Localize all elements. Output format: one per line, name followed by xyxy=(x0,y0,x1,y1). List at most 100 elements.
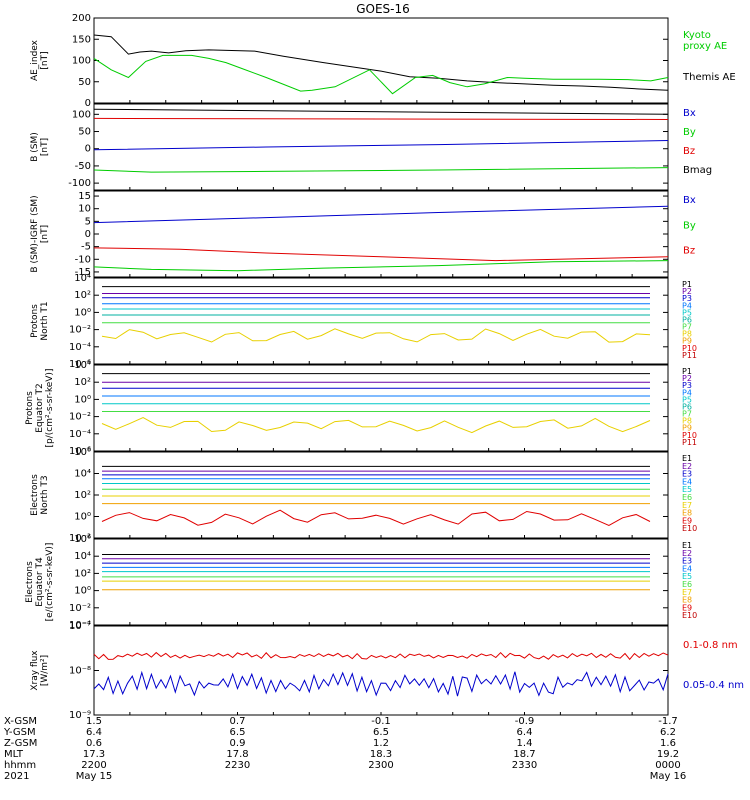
panel-ylabel: B (SM) xyxy=(30,132,40,162)
plot-title: GOES-16 xyxy=(356,2,410,16)
y-tick-label: 200 xyxy=(72,13,91,24)
axis-value: 0.9 xyxy=(230,738,246,749)
legend-item: E10 xyxy=(682,524,697,533)
y-tick-label: -100 xyxy=(68,178,91,189)
legend-item: E3 xyxy=(682,557,692,566)
panel-ylabel: North T1 xyxy=(40,301,50,340)
legend-item: proxy AE xyxy=(683,41,727,52)
xray-series xyxy=(93,651,669,661)
y-tick-label: 15 xyxy=(78,191,91,202)
panel-ylabel: [nT] xyxy=(40,225,50,243)
y-tick-label: 10⁰ xyxy=(74,512,91,523)
axis-value: May 15 xyxy=(76,771,113,782)
legend-item: P3 xyxy=(682,381,692,390)
legend-item: P9 xyxy=(682,337,692,346)
axis-value: 2300 xyxy=(368,760,393,771)
axis-row-label: X-GSM xyxy=(4,716,37,727)
y-tick-label: 10² xyxy=(74,490,91,501)
series-by xyxy=(93,260,669,272)
legend-item: P2 xyxy=(682,374,692,383)
series-by xyxy=(93,167,669,173)
series-kyoto-proxy-ae xyxy=(93,54,669,95)
y-tick-label: 150 xyxy=(72,34,91,45)
series-bmag xyxy=(93,108,669,115)
flux-channel-8 xyxy=(101,328,651,343)
axis-value: 6.4 xyxy=(517,727,533,738)
y-tick-label: 10⁰ xyxy=(74,586,91,597)
y-tick-label: 10² xyxy=(74,568,91,579)
y-tick-label: 10⁻² xyxy=(69,412,91,423)
axis-row-label: MLT xyxy=(4,749,24,760)
axis-value: 2330 xyxy=(512,760,537,771)
panel-frame xyxy=(93,277,669,365)
legend-item: E2 xyxy=(682,462,692,471)
legend-item: E3 xyxy=(682,470,692,479)
panel-ylabel: Equator T4 xyxy=(35,557,45,607)
legend-item: E1 xyxy=(682,541,692,550)
legend-item: P11 xyxy=(682,438,697,447)
y-tick-label: 100 xyxy=(72,109,91,120)
y-tick-label: 10⁻⁴ xyxy=(69,342,91,353)
legend-item: P2 xyxy=(682,287,692,296)
series-bx xyxy=(93,140,669,151)
y-tick-label: 10⁻² xyxy=(69,325,91,336)
panel-pn: Protons North T1 10⁴ 10² 10⁰ 10⁻² 10⁻⁴ 10⁻⁶ P1P2… xyxy=(30,273,697,370)
axis-value: 2230 xyxy=(225,760,250,771)
panel-ylabel: [nT] xyxy=(40,138,50,156)
axis-value: -0.1 xyxy=(371,716,391,727)
y-tick-label: -5 xyxy=(81,242,91,253)
axis-value: 0.6 xyxy=(86,738,102,749)
xray-series xyxy=(93,670,669,697)
legend-item: Themis AE xyxy=(682,72,736,83)
panel-ylabel: AE_index xyxy=(30,39,40,81)
legend-item: E7 xyxy=(682,501,692,510)
flux-channel-9 xyxy=(101,509,651,526)
legend-item: P5 xyxy=(682,308,692,317)
axis-row-label: Y-GSM xyxy=(3,727,36,738)
axis-value: 18.7 xyxy=(513,749,535,760)
legend-item: E4 xyxy=(682,564,692,573)
series-bz xyxy=(93,117,669,120)
y-tick-label: 10⁶ xyxy=(74,447,91,458)
legend-item: E1 xyxy=(682,454,692,463)
panel-ylabel: Equator T2 xyxy=(35,383,45,432)
panel-ylabel: [e/(cm²-s-sr-keV)] xyxy=(45,543,55,622)
legend-item: E9 xyxy=(682,603,692,612)
flux-channel-7 xyxy=(101,417,651,434)
legend-item: E7 xyxy=(682,588,692,597)
y-tick-label: -10 xyxy=(75,254,91,265)
panel-frame xyxy=(93,451,669,539)
axis-value: 19.2 xyxy=(657,749,679,760)
axis-value: 18.3 xyxy=(370,749,392,760)
y-tick-label: 50 xyxy=(78,77,91,88)
y-tick-label: 10⁶ xyxy=(74,534,91,545)
y-tick-label: 10⁰ xyxy=(74,394,91,405)
panel-frame xyxy=(93,625,669,716)
y-tick-label: 10⁻⁹ xyxy=(69,710,91,721)
axis-value: -1.7 xyxy=(658,716,678,727)
legend-item: P3 xyxy=(682,294,692,303)
legend-item: E8 xyxy=(682,509,692,518)
legend-item: P4 xyxy=(682,388,692,397)
panel-ylabel: Protons xyxy=(30,304,40,338)
y-tick-label: 10⁻⁶ xyxy=(69,359,91,370)
panel-frame xyxy=(93,103,669,191)
legend-item: E10 xyxy=(682,611,697,620)
y-tick-label: 10⁻⁶ xyxy=(69,446,91,457)
panel-ylabel: [p/(cm²-s-sr-keV)] xyxy=(45,369,55,448)
legend-item: P8 xyxy=(682,330,692,339)
panel-bsm: B (SM) [nT] -100 -50 0 50 100 Bx By Bz Bmag xyxy=(30,103,712,191)
y-tick-label: 10² xyxy=(74,377,91,388)
axis-value: 0.7 xyxy=(230,716,246,727)
legend-item: E6 xyxy=(682,493,692,502)
series-themis-ae xyxy=(93,34,669,91)
series-bx xyxy=(93,205,669,224)
y-tick-label: 10⁻⁷ xyxy=(69,621,91,632)
axis-value: 1.4 xyxy=(517,738,533,749)
axis-value: 6.5 xyxy=(230,727,246,738)
panel-ylabel: [nT] xyxy=(40,51,50,69)
panel-ylabel: [W/m²] xyxy=(40,655,50,686)
y-tick-label: -15 xyxy=(75,267,91,278)
axis-value: 1.2 xyxy=(373,738,389,749)
